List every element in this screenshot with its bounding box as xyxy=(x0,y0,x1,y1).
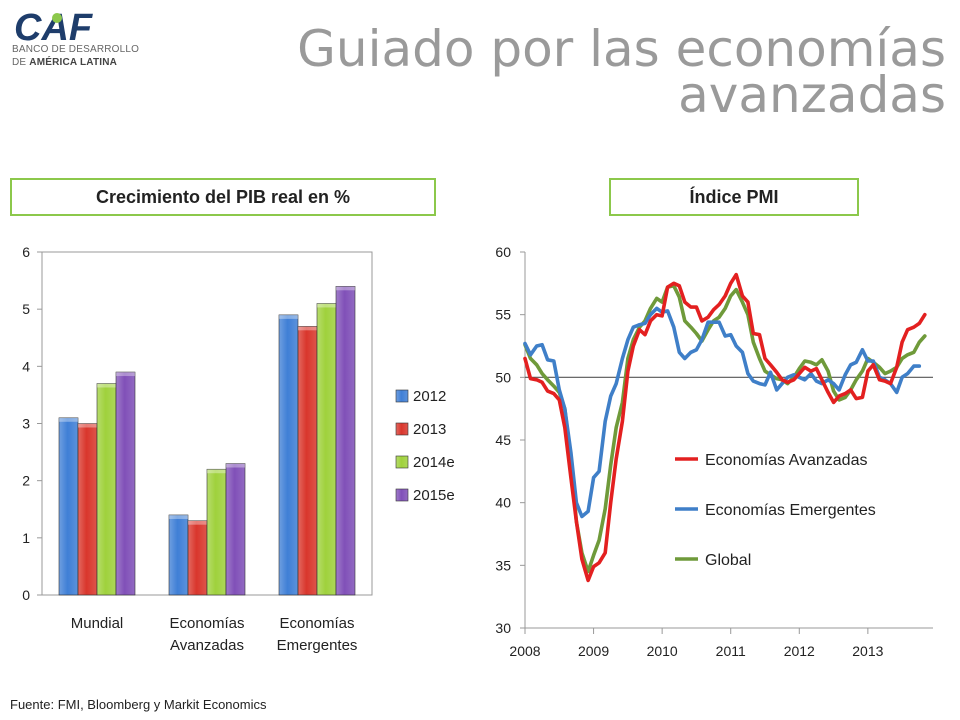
x-tick-label: 2008 xyxy=(509,643,540,659)
legend-swatch-2015e xyxy=(395,488,409,502)
x-tick-label: 2013 xyxy=(852,643,883,659)
y-tick-label: 30 xyxy=(495,620,511,636)
bar-chart-title: Crecimiento del PIB real en % xyxy=(10,178,436,216)
series-line-1 xyxy=(523,306,922,519)
bar-2012-0 xyxy=(58,417,79,596)
y-tick-label: 45 xyxy=(495,432,511,448)
y-tick-label: 60 xyxy=(495,244,511,260)
legend-label-2: Global xyxy=(705,552,751,569)
bar-highlight xyxy=(188,520,207,525)
x-tick-label: 2009 xyxy=(578,643,609,659)
line-chart-title: Índice PMI xyxy=(609,178,859,216)
y-tick-label: 50 xyxy=(495,369,511,385)
y-tick-label: 0 xyxy=(22,587,30,603)
caf-logo: CAF xyxy=(10,7,150,72)
legend-label-2012: 2012 xyxy=(413,388,446,405)
bar-2012-2 xyxy=(278,314,299,596)
page-title-line2: avanzadas xyxy=(678,66,946,124)
bar-highlight xyxy=(317,303,336,308)
legend-label-2014e: 2014e xyxy=(413,454,455,471)
legend-label-1: Economías Emergentes xyxy=(705,502,876,519)
y-tick-label: 5 xyxy=(22,301,30,317)
logo-dot xyxy=(52,13,62,23)
brand-line1: BANCO DE DESARROLLO xyxy=(12,44,140,55)
y-tick-label: 35 xyxy=(495,557,511,573)
pmi-line-chart: 30 35 40 45 50 55 60 2008 2009 2010 2011 2012 2013 Ec… xyxy=(495,244,933,659)
gdp-bar-chart: 0 1 2 3 4 5 6 Mundial Economías Avanzadas Economía… xyxy=(22,244,455,654)
legend-swatch-2012 xyxy=(395,389,409,403)
x-tick-label: 2010 xyxy=(647,643,678,659)
page-title-line1: Guiado por las economías xyxy=(297,20,946,78)
bar-highlight xyxy=(279,314,298,319)
y-tick-label: 2 xyxy=(22,473,30,489)
brand-line2-bold: AMÉRICA LATINA xyxy=(29,57,118,68)
category-label: Mundial xyxy=(71,615,124,632)
caf-logo-mark: CAF xyxy=(14,7,94,49)
bar-highlight xyxy=(116,372,135,377)
bar-2013-0 xyxy=(77,423,98,596)
bar-2014e-0 xyxy=(96,383,117,596)
series-line-0 xyxy=(523,272,927,583)
bar-2012-1 xyxy=(168,514,189,596)
bar-2014e-1 xyxy=(206,468,227,596)
caf-logo-text: CAF xyxy=(14,8,94,44)
legend-swatch-2013 xyxy=(395,422,409,436)
bar-highlight xyxy=(336,286,355,291)
legend-label-0: Economías Avanzadas xyxy=(705,452,867,469)
bar-highlight xyxy=(169,514,188,519)
x-tick-label: 2012 xyxy=(784,643,815,659)
bar-highlight xyxy=(226,463,245,468)
bar-2015e-2 xyxy=(335,285,356,596)
category-label: Emergentes xyxy=(277,637,358,654)
brand-line2: DE AMÉRICA LATINA xyxy=(12,57,152,68)
y-tick-label: 55 xyxy=(495,307,511,323)
y-tick-label: 4 xyxy=(22,358,30,374)
category-label: Avanzadas xyxy=(170,637,244,654)
bar-highlight xyxy=(207,469,226,474)
category-label: Economías xyxy=(169,615,244,632)
y-tick-label: 3 xyxy=(22,416,30,432)
bar-highlight xyxy=(78,423,97,428)
x-tick-label: 2011 xyxy=(716,643,746,659)
y-tick-label: 6 xyxy=(22,244,30,260)
bar-2015e-0 xyxy=(115,371,136,596)
y-tick-label: 1 xyxy=(22,530,30,546)
legend-label-2013: 2013 xyxy=(413,421,446,438)
brand-line2-prefix: DE xyxy=(12,57,30,68)
y-tick-label: 40 xyxy=(495,495,511,511)
bar-highlight xyxy=(59,417,78,422)
page-title: Guiado por las economías avanzadas xyxy=(297,20,946,124)
legend-swatch-2014e xyxy=(395,455,409,469)
bar-2013-1 xyxy=(187,520,208,596)
bar-2015e-1 xyxy=(225,463,246,596)
category-label: Economías xyxy=(279,615,354,632)
legend-label-2015e: 2015e xyxy=(413,487,455,504)
series-line-2 xyxy=(523,284,927,574)
source-note: Fuente: FMI, Bloomberg y Markit Economic… xyxy=(10,697,267,712)
bar-highlight xyxy=(298,326,317,331)
bar-highlight xyxy=(97,383,116,388)
bar-2014e-2 xyxy=(316,303,337,596)
bar-2013-2 xyxy=(297,326,318,596)
